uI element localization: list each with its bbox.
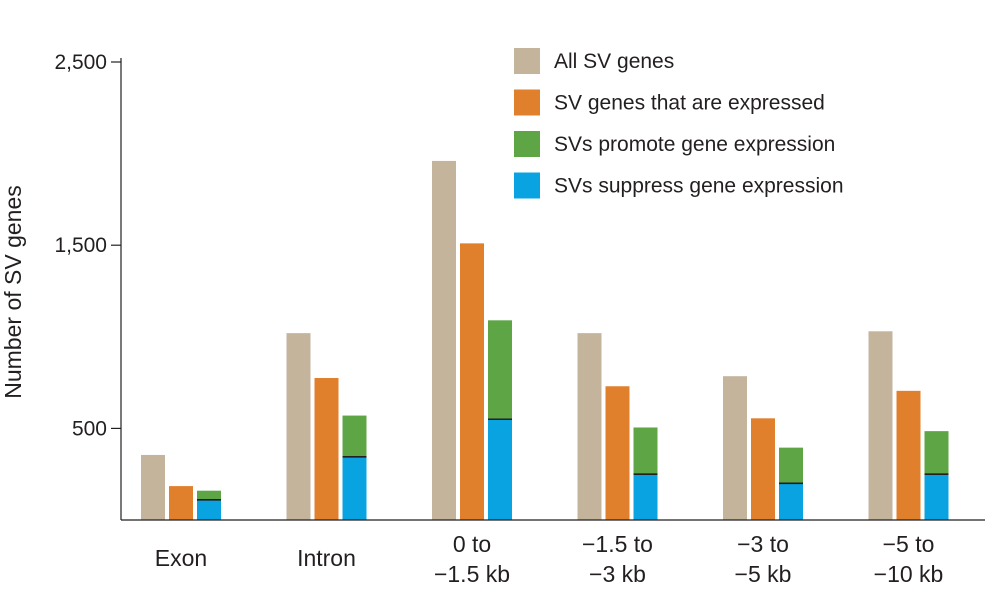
legend-label: SVs promote gene expression [554, 133, 835, 156]
bar-promote [779, 447, 803, 484]
bar-promote [197, 490, 221, 500]
bar-group [577, 333, 658, 520]
bar-suppress [342, 456, 367, 520]
legend-swatch [514, 131, 540, 157]
bar-group [868, 331, 949, 520]
legend: All SV genes SV genes that are expressed S… [514, 48, 844, 199]
bar-expressed [896, 390, 921, 520]
bar-suppress [633, 474, 658, 520]
bar-all-sv-genes [286, 333, 311, 520]
bar-expressed [169, 486, 193, 520]
axes-group: 500 1,500 2,500 Exon Intron 0 to −1.5 kb −1.5 t… [54, 51, 985, 587]
bar-group [286, 333, 367, 520]
bar-suppress [197, 499, 221, 520]
bar-expressed [460, 243, 484, 521]
bar-group [723, 376, 803, 520]
y-tick-label: 2,500 [54, 51, 107, 74]
legend-swatch [514, 48, 540, 74]
bar-expressed [751, 418, 775, 520]
bar-suppress [779, 483, 803, 520]
bar-expressed [314, 378, 339, 520]
y-axis-title: Number of SV genes [0, 185, 26, 399]
bar-all-sv-genes [723, 376, 747, 520]
bar-suppress [924, 474, 949, 520]
bar-all-sv-genes [577, 333, 602, 520]
legend-label: All SV genes [554, 50, 674, 73]
bar-all-sv-genes [868, 331, 893, 520]
bar-all-sv-genes [141, 454, 165, 520]
bar-group [432, 160, 512, 521]
bar-all-sv-genes [432, 160, 456, 521]
bar-suppress [488, 419, 512, 520]
x-category-label: −1.5 to −3 kb [582, 531, 653, 587]
bars-group [141, 160, 949, 521]
x-category-label: 0 to −1.5 kb [434, 531, 510, 587]
bar-promote [924, 431, 949, 475]
x-category-label: −3 to −5 kb [735, 531, 792, 587]
bar-promote [488, 320, 512, 420]
x-category-label: Exon [155, 545, 207, 571]
x-category-label: −5 to −10 kb [874, 531, 944, 587]
y-tick-label: 1,500 [54, 234, 107, 257]
bar-promote [342, 415, 367, 457]
legend-swatch [514, 172, 540, 199]
bar-expressed [605, 386, 630, 520]
x-category-label: Intron [297, 545, 356, 571]
legend-label: SV genes that are expressed [554, 92, 825, 115]
legend-swatch [514, 89, 540, 116]
legend-label: SVs suppress gene expression [554, 175, 844, 198]
bar-group [141, 454, 221, 520]
bar-promote [633, 427, 658, 475]
y-tick-label: 500 [72, 417, 107, 440]
